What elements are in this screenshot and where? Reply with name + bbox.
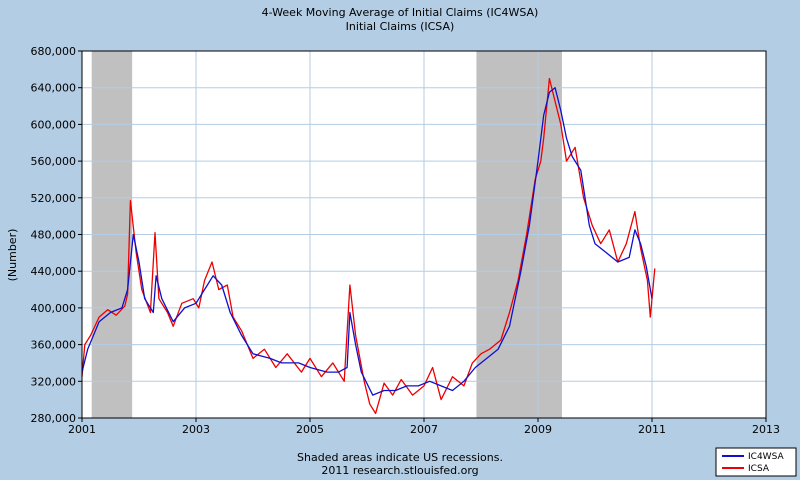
y-tick-label-7: 560,000 bbox=[31, 155, 77, 168]
chart-subtitle: Initial Claims (ICSA) bbox=[346, 20, 455, 33]
y-tick-label-5: 480,000 bbox=[31, 229, 77, 242]
y-tick-label-1: 320,000 bbox=[31, 375, 77, 388]
x-tick-label-0: 2001 bbox=[68, 423, 96, 436]
series-lines bbox=[81, 77, 656, 415]
x-tick-label-4: 2009 bbox=[524, 423, 552, 436]
axis-ticks: 280,000 320,000 360,000 400,000 440,000 480,0… bbox=[31, 45, 781, 436]
y-tick-label-10: 680,000 bbox=[31, 45, 77, 58]
x-tick-label-2: 2005 bbox=[296, 423, 324, 436]
x-tick-label-5: 2011 bbox=[638, 423, 666, 436]
y-tick-label-9: 640,000 bbox=[31, 82, 77, 95]
legend-label-ic4wsa: IC4WSA bbox=[748, 452, 784, 462]
y-tick-label-3: 400,000 bbox=[31, 302, 77, 315]
y-tick-label-0: 280,000 bbox=[31, 412, 77, 425]
y-tick-label-4: 440,000 bbox=[31, 265, 77, 278]
x-tick-label-1: 2003 bbox=[182, 423, 210, 436]
legend: IC4WSA ICSA bbox=[715, 447, 797, 477]
series-line-icsa bbox=[81, 77, 656, 415]
chart-title: 4-Week Moving Average of Initial Claims … bbox=[262, 6, 539, 19]
footer-note: Shaded areas indicate US recessions. bbox=[297, 451, 503, 464]
footer-source: 2011 research.stlouisfed.org bbox=[321, 464, 478, 477]
y-axis-label: (Number) bbox=[6, 229, 19, 282]
x-tick-label-3: 2007 bbox=[410, 423, 438, 436]
legend-box bbox=[715, 447, 797, 477]
grid-lines bbox=[82, 51, 766, 418]
series-line-ic4wsa bbox=[81, 87, 653, 396]
x-tick-label-6: 2013 bbox=[752, 423, 780, 436]
y-tick-label-6: 520,000 bbox=[31, 192, 77, 205]
y-tick-label-2: 360,000 bbox=[31, 339, 77, 352]
legend-label-icsa: ICSA bbox=[748, 464, 770, 474]
y-tick-label-8: 600,000 bbox=[31, 118, 77, 131]
